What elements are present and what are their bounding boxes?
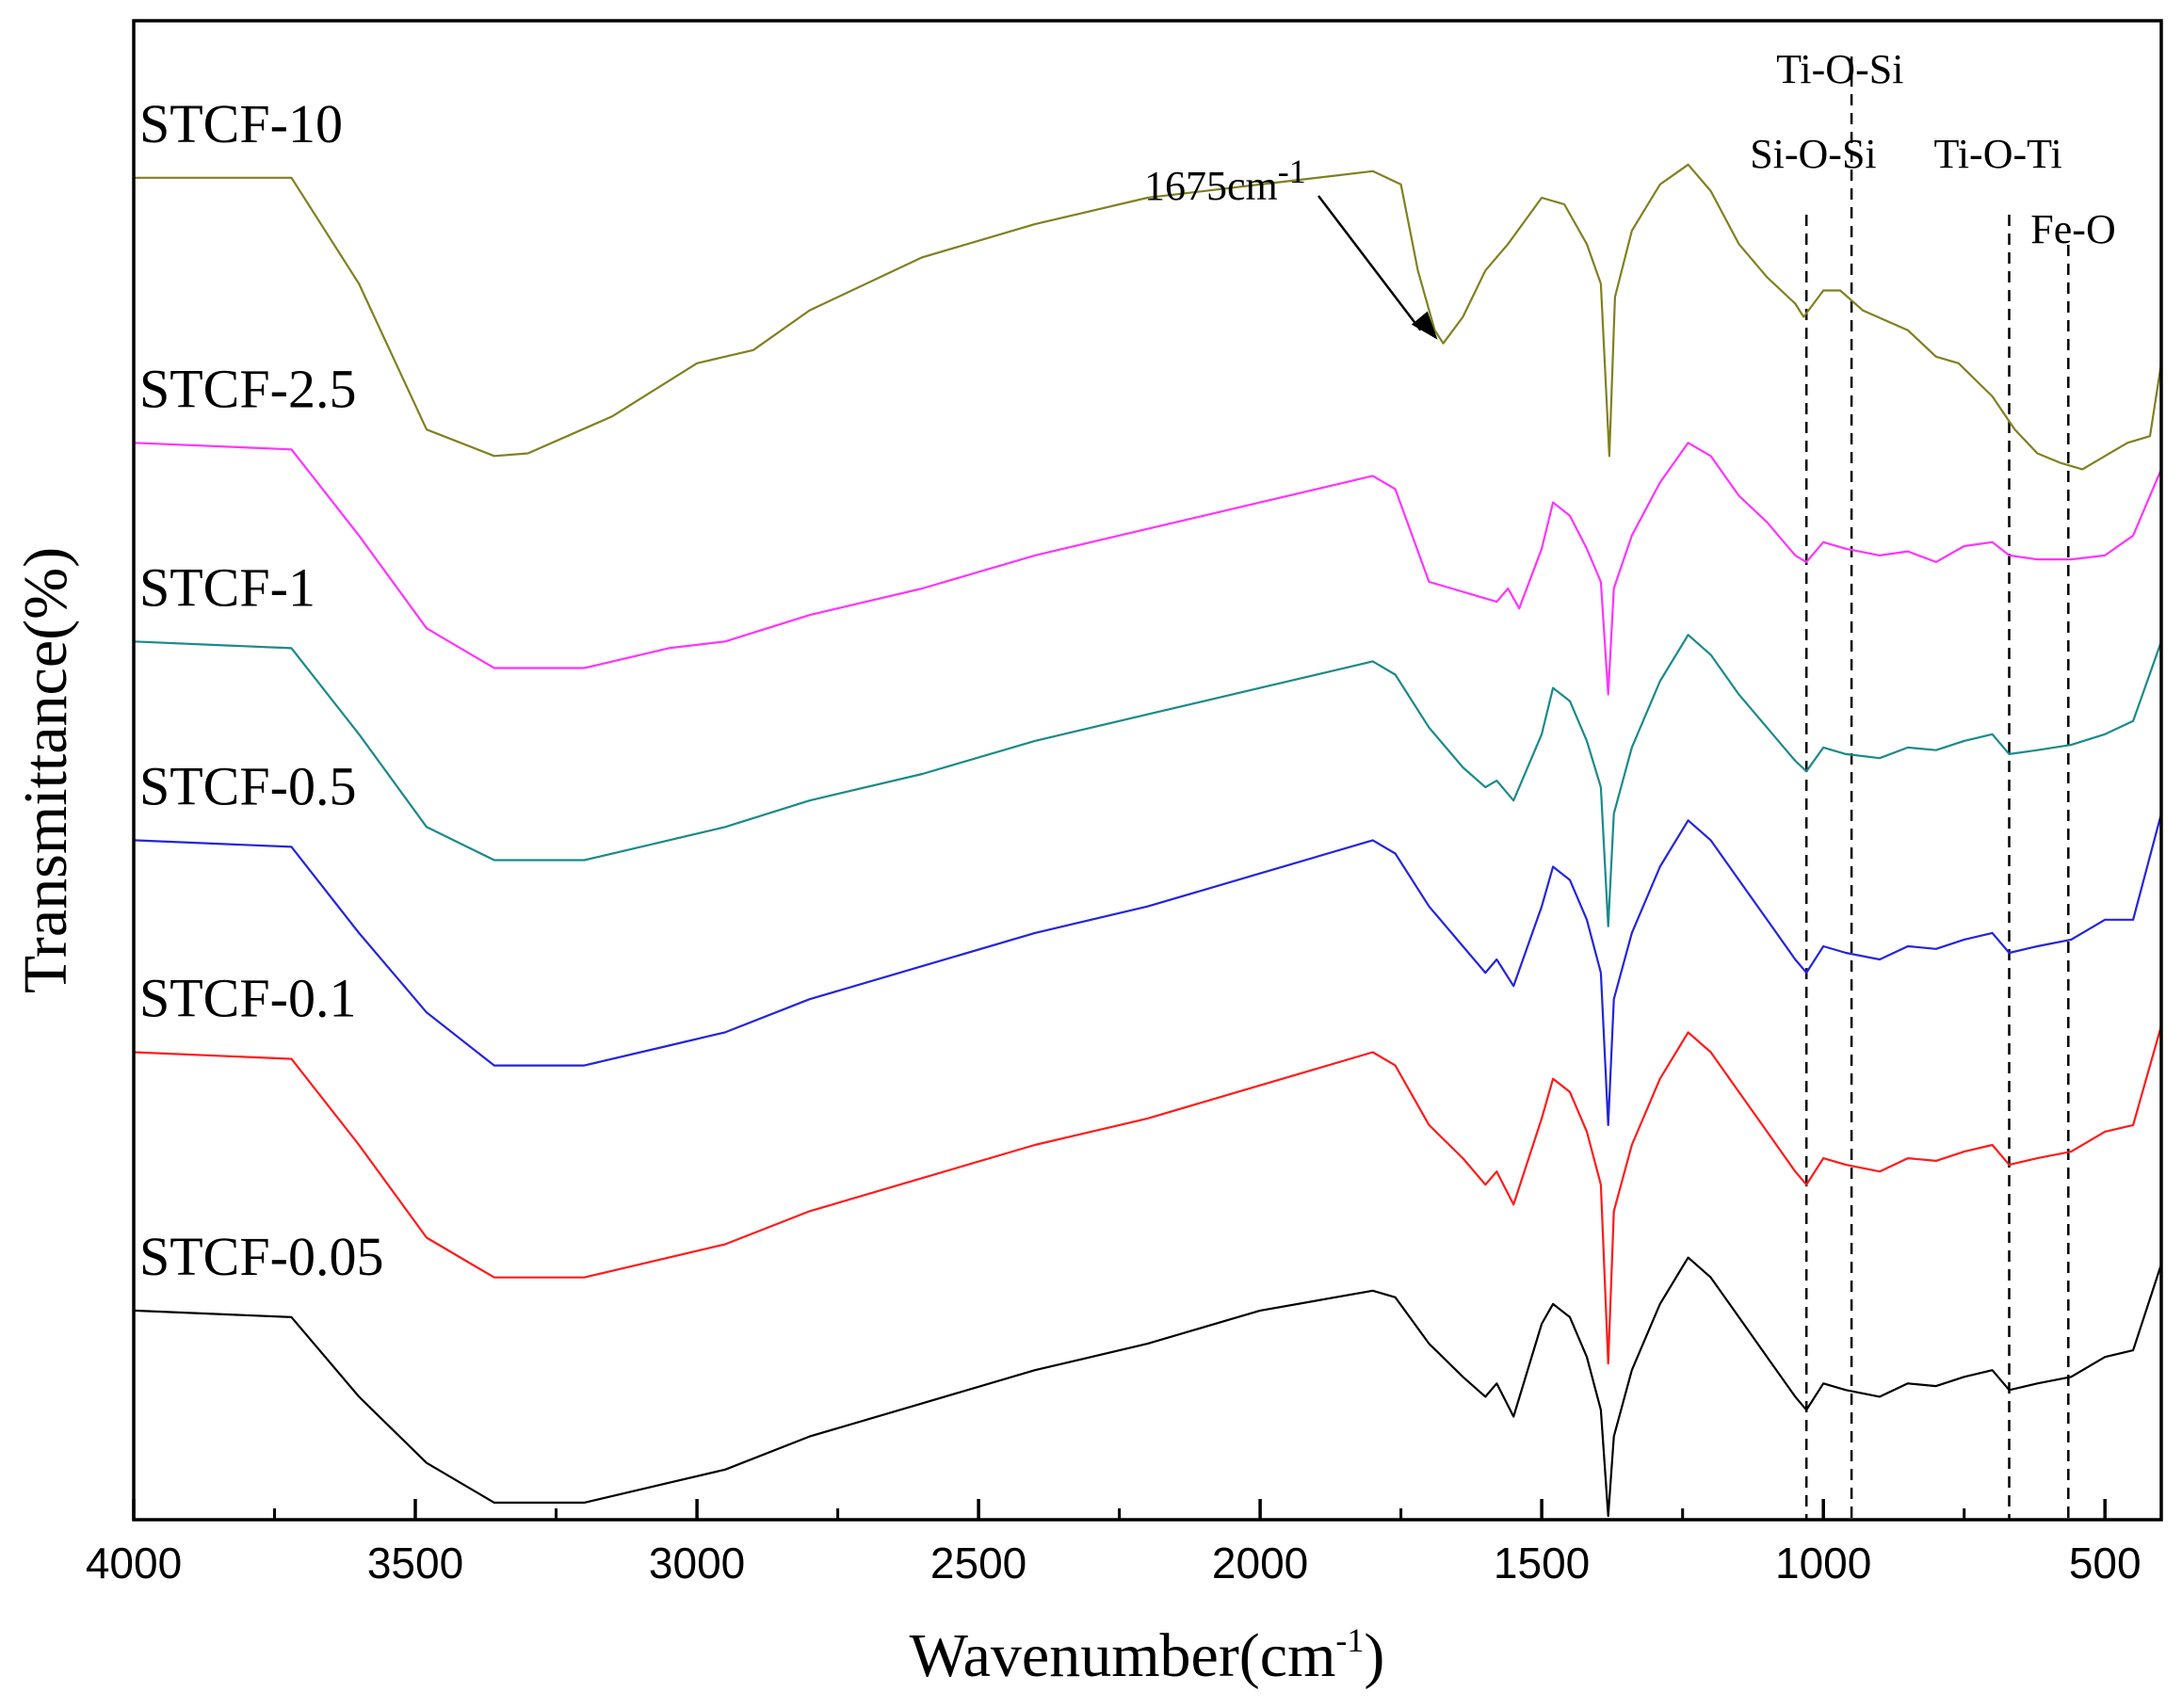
xtick-label-7: 500	[2069, 1539, 2142, 1587]
vertical-markers	[1804, 56, 2070, 1520]
x-axis-title: Wavenumber(cm-1)	[910, 1621, 1385, 1690]
series-label-1: STCF-2.5	[139, 358, 356, 419]
series-line-5	[133, 1256, 2163, 1518]
marker-labels: Si-O-Si Ti-O-Si Ti-O-Ti Fe-O	[1750, 46, 2116, 252]
x-axis-ticks: 4000 3500 3000 2500 2000 1500 1000 500	[86, 1499, 2142, 1587]
xtick-label-6: 1000	[1775, 1539, 1871, 1587]
annotation-text: 1675cm-1	[1144, 153, 1306, 209]
annotation-arrow-line	[1317, 195, 1422, 331]
series-label-2: STCF-1	[139, 556, 315, 618]
xtick-label-5: 1500	[1494, 1539, 1590, 1587]
xtick-label-0: 4000	[86, 1539, 182, 1587]
series-labels: STCF-10 STCF-2.5 STCF-1 STCF-0.5 STCF-0.1 STC…	[139, 93, 383, 1287]
xtick-label-4: 2000	[1212, 1539, 1308, 1587]
marker-label-1: Ti-O-Si	[1776, 46, 1903, 92]
series-line-0	[134, 163, 2163, 471]
series-line-3	[133, 813, 2163, 1126]
y-axis-title: Transmittance(%)	[11, 547, 80, 993]
marker-label-2: Ti-O-Ti	[1934, 131, 2062, 177]
series-line-1	[133, 442, 2163, 696]
marker-label-3: Fe-O	[2030, 206, 2115, 252]
series-label-3: STCF-0.5	[139, 755, 356, 816]
marker-label-0: Si-O-Si	[1750, 131, 1876, 177]
series-line-2	[133, 634, 2163, 927]
xtick-label-1: 3500	[367, 1539, 463, 1587]
series-lines	[133, 163, 2163, 1518]
series-label-4: STCF-0.1	[139, 968, 356, 1029]
series-label-0: STCF-10	[139, 93, 343, 154]
xtick-label-3: 2500	[930, 1539, 1026, 1587]
xtick-label-2: 3000	[649, 1539, 745, 1587]
series-label-5: STCF-0.05	[139, 1226, 383, 1287]
plot-frame	[132, 19, 2163, 1522]
series-line-4	[133, 1025, 2163, 1365]
annotation-arrow-head	[1411, 311, 1438, 340]
arrow-annotation: 1675cm-1	[1144, 153, 1438, 340]
